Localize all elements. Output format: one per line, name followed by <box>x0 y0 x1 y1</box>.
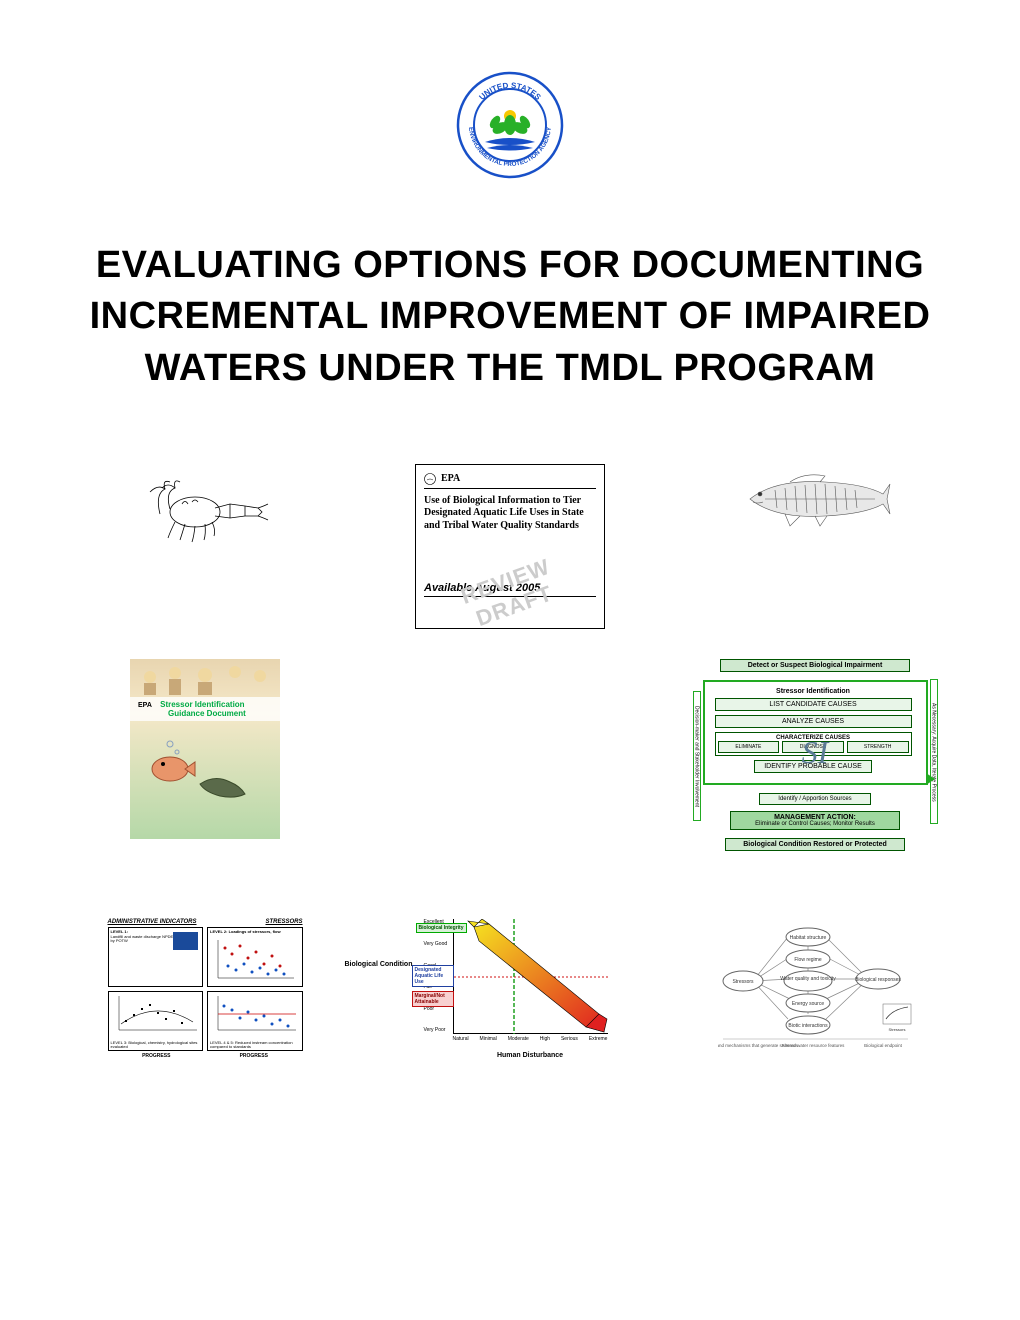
biological-condition-gradient-chart: Biological Condition Excellent Very Good… <box>413 919 608 1059</box>
cm-n3: Water quality and toxicity <box>780 976 836 982</box>
indic-hdr-l: ADMINISTRATIVE INDICATORS <box>108 919 197 925</box>
red-box: Marginal/Not Attainable <box>412 991 454 1007</box>
doc-watermark: REVIEW DRAFT <box>420 541 599 649</box>
guide-line2: Guidance Document <box>168 709 246 718</box>
flow-s1b: ANALYZE CAUSES <box>715 715 912 728</box>
green-box: Biological Integrity <box>416 923 467 933</box>
doc-body-text: Use of Biological Information to Tier De… <box>424 495 596 533</box>
lvl4-t: LEVEL 4 & 5: Reduced instream concentrat… <box>210 1041 302 1050</box>
flow-s1a: LIST CANDIDATE CAUSES <box>715 698 912 711</box>
doc-panel-header: EPA <box>424 473 596 489</box>
indic-hdr-r: STRESSORS <box>265 919 302 925</box>
indic-blue-box <box>173 932 198 950</box>
indic-foot1: PROGRESS <box>142 1053 170 1059</box>
cm-n6: Biological responses <box>855 977 901 983</box>
doc-agency-label: EPA <box>441 473 460 484</box>
concept-map-svg: Stressors Habitat structure Flow regime … <box>718 919 913 1054</box>
grad-y-label: Biological Condition <box>344 961 412 968</box>
flow-mgmt-sub: Eliminate or Control Causes; Monitor Res… <box>735 821 895 827</box>
guidance-cell: EPA Stressor Identification Guidance Doc… <box>70 659 340 839</box>
flow-bottom-box: Biological Condition Restored or Protect… <box>725 838 905 851</box>
image-row-3: ADMINISTRATIVE INDICATORS STRESSORS LEVE… <box>70 919 950 1059</box>
indic-l4: LEVEL 4 & 5: Reduced instream concentrat… <box>207 991 303 1051</box>
xtick5: Extreme <box>589 1036 608 1042</box>
cm-n0: Stressors <box>732 979 754 985</box>
cm-n1: Habitat structure <box>789 935 826 941</box>
cm-inset: Stressors <box>888 1027 905 1032</box>
grad-plot-area: Excellent Very Good Good Fair Poor Very … <box>453 919 608 1034</box>
lvl3-t: LEVEL 3: Biological, chemistry, hydrolog… <box>111 1041 203 1050</box>
cm-n5: Biotic interactions <box>788 1023 828 1029</box>
lvl2-t: LEVEL 2: Loadings of stressors, flow <box>210 929 281 934</box>
epa-logo-icon: UNITED STATES ENVIRONMENTAL PROTECTION A… <box>455 70 565 180</box>
cm-bm: Altered water resource features <box>781 1043 845 1048</box>
flow-sources: Identify / Apportion Sources <box>759 793 872 805</box>
doc-panel-cell: EPA Use of Biological Information to Tie… <box>375 464 645 630</box>
indic-l2: LEVEL 2: Loadings of stressors, flow <box>207 927 303 987</box>
ytick1: Very Good <box>424 941 448 947</box>
bio-info-doc-panel: EPA Use of Biological Information to Tie… <box>415 464 605 630</box>
flow-top-box: Detect or Suspect Biological Impairment <box>720 659 910 672</box>
guide-agency: EPA <box>138 702 152 709</box>
guidance-document-cover: EPA Stressor Identification Guidance Doc… <box>130 659 280 839</box>
gradient-chart-cell: Biological Condition Excellent Very Good… <box>375 919 645 1059</box>
crustacean-icon <box>140 464 270 554</box>
indic-l1: LEVEL 1:Landfill and waste discharge NPD… <box>108 927 204 987</box>
scatter1-icon <box>210 936 298 984</box>
guide-sky-icon <box>130 659 280 699</box>
grad-arrow-icon <box>454 919 609 1034</box>
fish-cell <box>680 464 950 539</box>
guide-line1: Stressor Identification <box>160 700 244 709</box>
image-row-2: EPA Stressor Identification Guidance Doc… <box>70 659 950 859</box>
logo-text-top: UNITED STATES <box>477 81 543 102</box>
crustacean-cell <box>70 464 340 554</box>
cm-br: Biological endpoint <box>864 1043 903 1048</box>
svg-text:UNITED STATES: UNITED STATES <box>477 81 543 102</box>
indic-header: ADMINISTRATIVE INDICATORS STRESSORS <box>108 919 303 925</box>
blue-box: Designated Aquatic Life Use <box>412 965 454 987</box>
grad-x-label: Human Disturbance <box>453 1052 608 1059</box>
indic-foot2: PROGRESS <box>240 1053 268 1059</box>
stressor-id-flowchart: SI Decision-maker and Stakeholder Involv… <box>703 659 928 859</box>
cm-n4: Energy source <box>791 1001 823 1007</box>
scatter2-icon <box>111 994 201 1034</box>
concept-map-cell: Stressors Habitat structure Flow regime … <box>680 919 950 1059</box>
xtick0: Natural <box>453 1036 469 1042</box>
grad-x-ticks: Natural Minimal Moderate High Serious Ex… <box>453 1036 608 1042</box>
indic-l3: LEVEL 3: Biological, chemistry, hydrolog… <box>108 991 204 1051</box>
xtick3: High <box>540 1036 550 1042</box>
guidance-title-band: EPA Stressor Identification Guidance Doc… <box>130 697 280 721</box>
flow-mgmt-title: MANAGEMENT ACTION: <box>735 814 895 821</box>
xtick4: Serious <box>561 1036 578 1042</box>
flowchart-overlay-script: SI <box>703 734 928 771</box>
concept-map: Stressors Habitat structure Flow regime … <box>718 919 913 1059</box>
cm-n2: Flow regime <box>794 957 821 963</box>
guide-aquatic-scene-icon <box>145 734 265 814</box>
flow-mgmt-box: MANAGEMENT ACTION: Eliminate or Control … <box>730 811 900 830</box>
fish-icon <box>735 464 895 539</box>
ytick5: Very Poor <box>424 1027 448 1033</box>
image-row-1: EPA Use of Biological Information to Tie… <box>70 464 950 630</box>
indicators-cell: ADMINISTRATIVE INDICATORS STRESSORS LEVE… <box>70 919 340 1059</box>
scatter3-icon <box>210 994 300 1034</box>
epa-mini-logo-icon <box>424 473 436 485</box>
xtick1: Minimal <box>480 1036 497 1042</box>
epa-logo-wrap: UNITED STATES ENVIRONMENTAL PROTECTION A… <box>70 70 950 180</box>
flow-side-left: Decision-maker and Stakeholder Involveme… <box>693 691 701 821</box>
indicators-panel: ADMINISTRATIVE INDICATORS STRESSORS LEVE… <box>108 919 303 1059</box>
flowchart-cell: SI Decision-maker and Stakeholder Involv… <box>680 659 950 859</box>
document-title: EVALUATING OPTIONS FOR DOCUMENTING INCRE… <box>70 240 950 394</box>
xtick2: Moderate <box>508 1036 529 1042</box>
flow-side-right: As Necessary: Acquire Data, Iterate Proc… <box>930 679 938 824</box>
flow-s1-title: Stressor Identification <box>715 688 912 695</box>
indic-grid: LEVEL 1:Landfill and waste discharge NPD… <box>108 927 303 1051</box>
